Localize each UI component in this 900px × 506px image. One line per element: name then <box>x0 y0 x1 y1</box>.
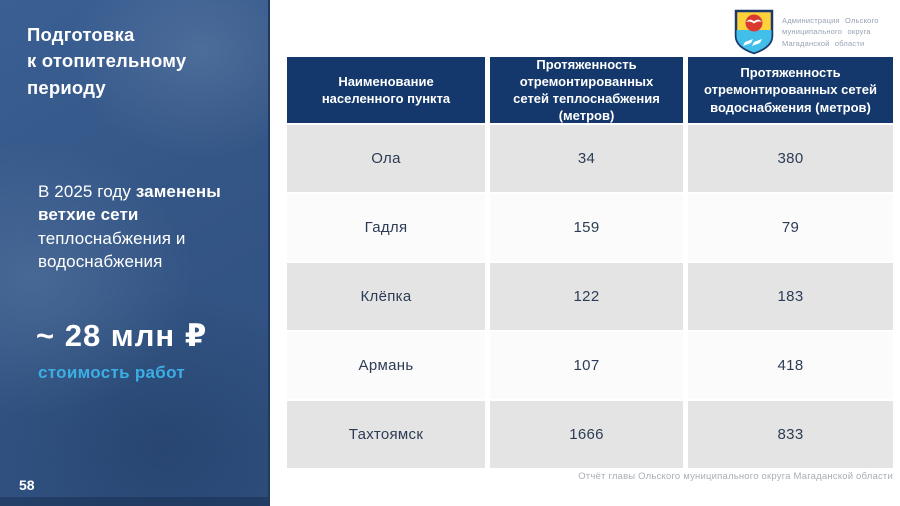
coat-of-arms-icon <box>734 9 774 55</box>
slide-subtitle: В 2025 году заменены ветхие сети теплосн… <box>38 180 246 274</box>
cell-settlement: Гадля <box>287 194 485 261</box>
cell-heat-length: 1666 <box>490 401 683 468</box>
report-footer: Отчёт главы Ольского муниципального окру… <box>578 471 893 482</box>
page-number: 58 <box>19 477 35 493</box>
repairs-table: Наименование населенного пункта Протяжен… <box>287 57 893 468</box>
cell-water-length: 418 <box>688 332 893 399</box>
cell-water-length: 79 <box>688 194 893 261</box>
cell-heat-length: 34 <box>490 125 683 192</box>
cell-heat-length: 107 <box>490 332 683 399</box>
column-header-settlement: Наименование населенного пункта <box>287 57 485 123</box>
cell-settlement: Клёпка <box>287 263 485 330</box>
cell-water-length: 380 <box>688 125 893 192</box>
cell-water-length: 833 <box>688 401 893 468</box>
cell-settlement: Тахтоямск <box>287 401 485 468</box>
cell-heat-length: 159 <box>490 194 683 261</box>
subtitle-bold: заменены ветхие сети <box>38 182 221 225</box>
cell-settlement: Ола <box>287 125 485 192</box>
administration-name: Администрация Ольского муниципального ок… <box>782 15 879 48</box>
cell-settlement: Армань <box>287 332 485 399</box>
column-header-water-networks: Протяженность отремонтированных сетей во… <box>688 57 893 123</box>
administration-logo: Администрация Ольского муниципального ок… <box>734 9 879 55</box>
cost-value: ~ 28 млн ₽ <box>36 318 208 353</box>
cell-heat-length: 122 <box>490 263 683 330</box>
sidebar-photo-panel: Подготовка к отопительному периоду В 202… <box>0 0 270 506</box>
cost-label: стоимость работ <box>38 363 185 382</box>
subtitle-intro: В 2025 году <box>38 182 136 201</box>
column-header-heat-networks: Протяженность отремонтированных сетей те… <box>490 57 683 123</box>
cell-water-length: 183 <box>688 263 893 330</box>
subtitle-rest: теплоснабжения и водоснабжения <box>38 228 186 272</box>
slide-title: Подготовка к отопительному периоду <box>27 24 187 98</box>
